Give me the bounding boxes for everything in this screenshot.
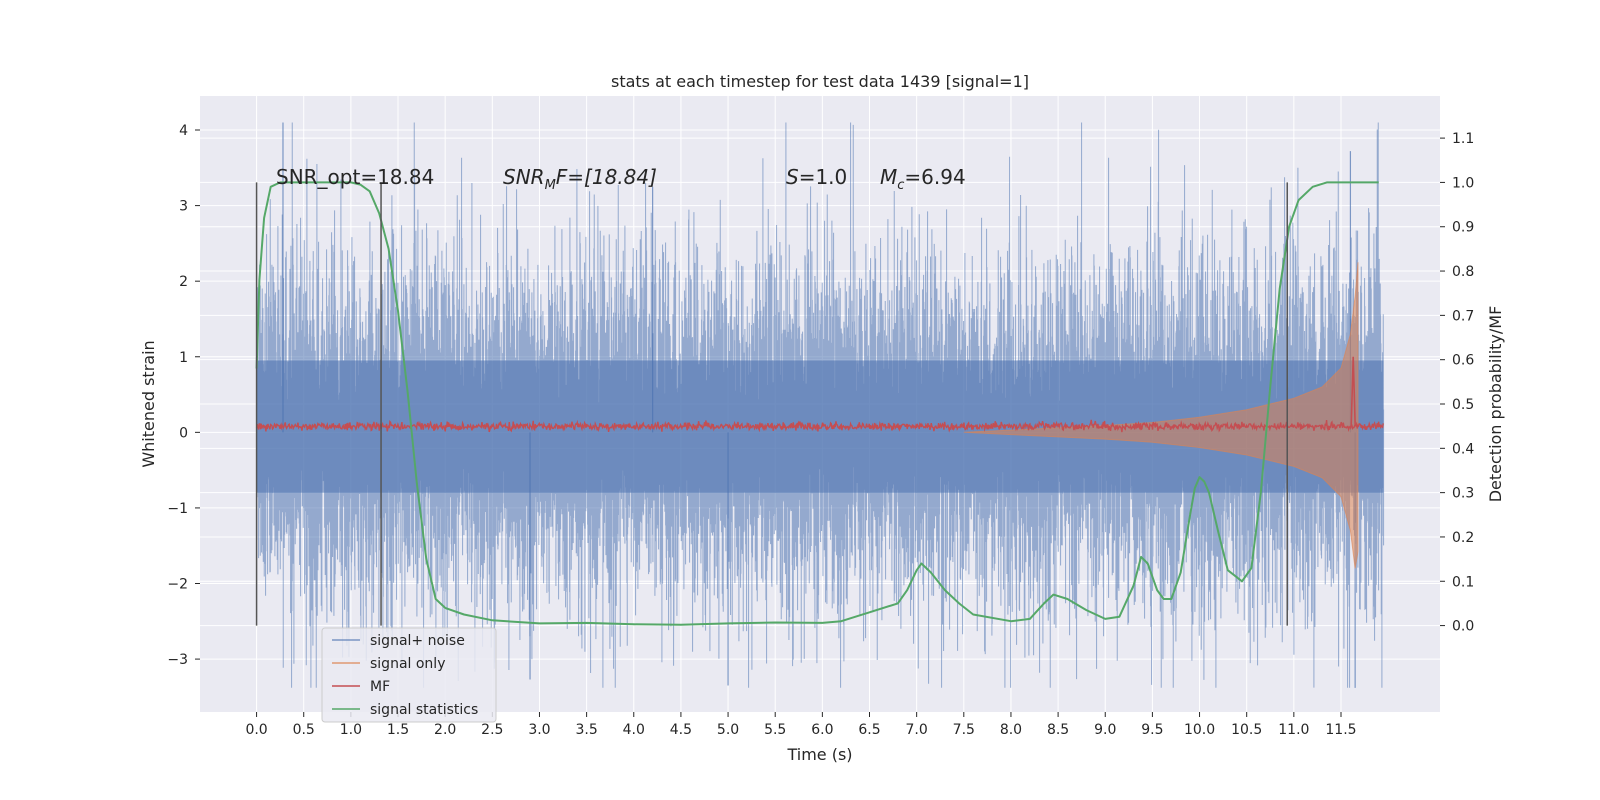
- x-tick-label-16: 8.0: [1000, 722, 1022, 738]
- y-right-tick-label-3: 0.3: [1452, 486, 1474, 502]
- y-left-tick-label-4: 1: [179, 350, 188, 366]
- y-right-tick-label-5: 0.5: [1452, 397, 1474, 413]
- legend-label-signal-statistics: signal statistics: [370, 702, 478, 718]
- y-right-tick-label-4: 0.4: [1452, 441, 1474, 457]
- x-tick-label-2: 1.0: [340, 722, 362, 738]
- signal-statistics-line: [255, 181, 1379, 626]
- x-tick-label-21: 10.5: [1231, 722, 1262, 738]
- y-left-tick-label-3: 0: [179, 425, 188, 441]
- data-layer: [255, 122, 1385, 688]
- y-left-axis-ticks: −3 −2 −1 0 1 2 3 4: [167, 123, 200, 668]
- annotation-s-name: S: [786, 165, 799, 189]
- vertical-markers: [255, 182, 1288, 626]
- x-tick-label-9: 4.5: [670, 722, 692, 738]
- y-right-tick-label-6: 0.6: [1452, 353, 1474, 369]
- y-right-tick-label-2: 0.2: [1452, 530, 1474, 546]
- y-left-tick-label-2: −1: [167, 501, 188, 517]
- annotation-mc-name: M: [880, 165, 897, 189]
- annotation-snr-opt: SNR_opt=18.84: [276, 165, 434, 189]
- mf-peak: [1350, 356, 1356, 427]
- chart-title: stats at each timestep for test data 143…: [611, 72, 1029, 91]
- x-tick-label-22: 11.0: [1278, 722, 1309, 738]
- annotation-mc: Mc=6.94: [880, 165, 966, 193]
- x-tick-label-8: 4.0: [623, 722, 645, 738]
- y-right-axis-label: Detection probability/MF: [1486, 306, 1505, 503]
- y-left-tick-label-0: −3: [167, 652, 188, 668]
- legend-label-signal-only: signal only: [370, 656, 445, 672]
- y-right-tick-label-8: 0.8: [1452, 264, 1474, 280]
- x-tick-label-13: 6.5: [858, 722, 880, 738]
- y-left-tick-label-5: 2: [179, 274, 188, 290]
- signal-only-envelope: [963, 262, 1359, 569]
- legend: signal+ noise signal only MF signal stat…: [321, 627, 497, 723]
- y-right-axis-ticks: 0.0 0.1 0.2 0.3 0.4 0.5 0.6 0.7 0.8 0.9 1.0 1.1: [1440, 131, 1474, 635]
- x-tick-label-0: 0.0: [245, 722, 267, 738]
- x-tick-label-7: 3.5: [575, 722, 597, 738]
- y-right-tick-label-9: 0.9: [1452, 220, 1474, 236]
- x-axis-label: Time (s): [786, 745, 852, 764]
- annotation-snr-mf-rest: F=[18.84]: [556, 165, 657, 189]
- x-tick-label-18: 9.0: [1094, 722, 1116, 738]
- x-tick-label-10: 5.0: [717, 722, 739, 738]
- x-tick-label-14: 7.0: [906, 722, 928, 738]
- annotation-snr-mf: SNRMF=[18.84]: [503, 165, 657, 193]
- x-tick-label-6: 3.0: [528, 722, 550, 738]
- x-axis-ticks: 0.0 0.5 1.0 1.5 2.0 2.5 3.0 3.5 4.0 4.5 5.0 5.5 6.0 6…: [245, 712, 1357, 738]
- x-tick-label-17: 8.5: [1047, 722, 1069, 738]
- y-left-tick-label-6: 3: [179, 199, 188, 215]
- annotation-mc-value: =6.94: [904, 165, 965, 189]
- x-tick-label-3: 1.5: [387, 722, 409, 738]
- annotation-s-value: =1.0: [799, 165, 848, 189]
- y-right-tick-label-0: 0.0: [1452, 619, 1474, 635]
- annotation-mc-sub: c: [897, 178, 904, 193]
- x-tick-label-19: 9.5: [1141, 722, 1163, 738]
- annotation-snr-mf-name: SNR: [503, 165, 545, 189]
- x-tick-label-23: 11.5: [1325, 722, 1356, 738]
- annotation-snr-mf-sub: M: [545, 178, 556, 193]
- annotation-s: S=1.0: [786, 165, 847, 189]
- x-tick-label-12: 6.0: [811, 722, 833, 738]
- legend-label-mf: MF: [370, 679, 390, 695]
- x-tick-label-20: 10.0: [1184, 722, 1215, 738]
- legend-label-signal-noise: signal+ noise: [370, 633, 465, 649]
- x-tick-label-11: 5.5: [764, 722, 786, 738]
- x-tick-label-15: 7.5: [953, 722, 975, 738]
- legend-box: [321, 627, 497, 723]
- y-left-tick-label-7: 4: [179, 123, 188, 139]
- y-left-tick-label-1: −2: [167, 577, 188, 593]
- y-right-tick-label-1: 0.1: [1452, 574, 1474, 590]
- mf-trace: [255, 419, 1384, 433]
- y-right-tick-label-10: 1.0: [1452, 175, 1474, 191]
- y-right-tick-label-7: 0.7: [1452, 308, 1474, 324]
- y-right-tick-label-11: 1.1: [1452, 131, 1474, 147]
- x-tick-label-5: 2.5: [481, 722, 503, 738]
- x-tick-label-1: 0.5: [293, 722, 315, 738]
- y-left-axis-label: Whitened strain: [139, 340, 158, 467]
- x-tick-label-4: 2.0: [434, 722, 456, 738]
